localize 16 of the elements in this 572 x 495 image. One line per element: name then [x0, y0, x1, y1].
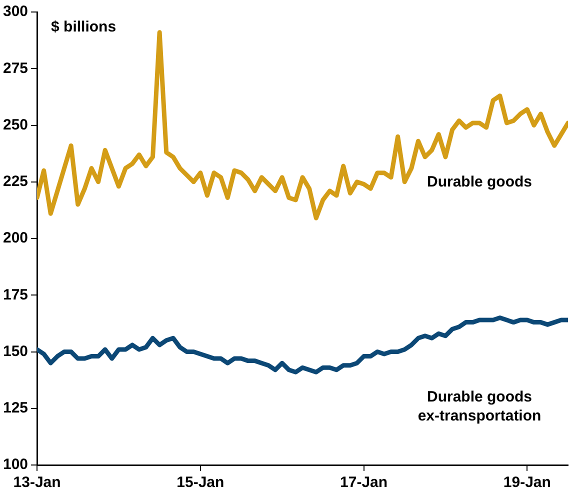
- x-tick-label: 13-Jan: [13, 474, 61, 492]
- y-tick-label: 100: [2, 456, 28, 474]
- y-tick-label: 125: [2, 400, 28, 417]
- y-axis-title: $ billions: [51, 18, 116, 36]
- y-tick-label: 150: [2, 342, 28, 360]
- y-tick-label: 300: [2, 3, 28, 20]
- y-tick-label: 275: [2, 60, 28, 77]
- x-tick-label: 15-Jan: [176, 474, 224, 492]
- series-label: Durable goods: [426, 174, 532, 191]
- y-tick-label: 175: [2, 286, 28, 304]
- x-tick-label: 17-Jan: [340, 474, 388, 492]
- text: Durable goods ex-transportation: [418, 388, 542, 425]
- x-tick-label: 19-Jan: [503, 474, 551, 492]
- y-tick-label: 225: [2, 173, 28, 190]
- y-tick-label: 200: [2, 230, 28, 247]
- y-tick-label: 250: [2, 116, 28, 134]
